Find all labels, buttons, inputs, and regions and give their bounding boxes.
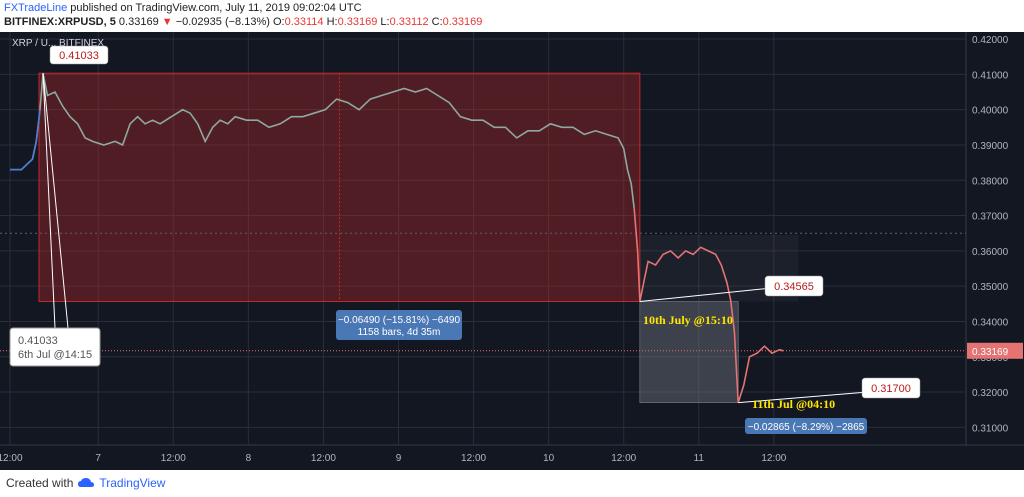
y-tick-label: 0.41000 xyxy=(972,70,1009,81)
y-tick-label: 0.31000 xyxy=(972,423,1009,434)
chart-title: XRP / U... BITFINEX xyxy=(12,38,104,49)
price-series-1 xyxy=(10,73,635,209)
second-drop-box xyxy=(639,301,739,403)
high-callout-box xyxy=(49,45,109,65)
range1-label-box xyxy=(336,310,462,340)
high-pointer-line-2 xyxy=(42,73,56,329)
high-pointer-line xyxy=(42,73,69,329)
created-with-text: Created with xyxy=(6,476,74,490)
publish-line: FXTradeLine published on TradingView.com… xyxy=(4,2,362,14)
ohlc-line: BITFINEX:XRPUSD, 5 0.33169 ▼ −0.02935 (−… xyxy=(4,16,482,28)
range1-change: −0.06490 (−15.81%) −6490 xyxy=(338,315,460,326)
x-tick-label: 12:00 xyxy=(311,453,336,464)
high-note-date: 6th Jul @14:15 xyxy=(18,349,92,361)
close-value: 0.33169 xyxy=(442,16,483,28)
price-change: −0.02935 (−8.13%) xyxy=(175,16,270,28)
drop-range-box xyxy=(38,72,641,303)
low-value: 0.33112 xyxy=(389,16,429,28)
price-chart[interactable]: 0.42000 0.41000 0.40000 0.39000 0.38000 0.370… xyxy=(0,32,1024,470)
price-series-2 xyxy=(633,208,784,403)
high-label: H: xyxy=(326,16,338,28)
low-pointer-line xyxy=(738,391,869,404)
close-label: C: xyxy=(431,16,443,28)
open-value: 0.33114 xyxy=(284,16,324,28)
x-tick-label: 12:00 xyxy=(611,453,636,464)
y-tick-label: 0.36000 xyxy=(972,247,1009,258)
x-tick-label: 11 xyxy=(694,453,705,464)
tradingview-brand[interactable]: TradingView xyxy=(99,476,166,490)
low-label: L: xyxy=(380,16,390,28)
author-link[interactable]: FXTradeLine xyxy=(4,2,68,14)
y-tick-label: 0.42000 xyxy=(972,35,1009,46)
price-axis-bg xyxy=(966,32,1024,445)
down-arrow-icon: ▼ xyxy=(161,16,173,28)
mid-pointer-line xyxy=(639,287,773,303)
x-tick-label: 7 xyxy=(95,453,101,464)
mid-date-label: 10th July @15:10 xyxy=(643,313,733,327)
y-tick-label: 0.35000 xyxy=(972,282,1009,293)
y-tick-label: 0.40000 xyxy=(972,106,1009,117)
mid-callout-box xyxy=(764,275,824,297)
high-note-value: 0.41033 xyxy=(18,335,58,347)
y-tick-label: 0.32000 xyxy=(972,388,1009,399)
last-price: 0.33169 xyxy=(118,16,159,28)
low-date-label: 11th Jul @04:10 xyxy=(752,397,835,411)
x-tick-label: 10 xyxy=(543,453,555,464)
x-tick-label: 12:00 xyxy=(461,453,486,464)
y-tick-label: 0.37000 xyxy=(972,212,1009,223)
current-price-tag xyxy=(967,342,1023,359)
range1-bars: 1158 bars, 4d 35m xyxy=(358,327,441,338)
x-tick-label: 9 xyxy=(396,453,402,464)
x-tick-label: 8 xyxy=(246,453,252,464)
y-tick-label: 0.38000 xyxy=(972,176,1009,187)
x-tick-label: 12:00 xyxy=(761,453,786,464)
high-callout-text: 0.41033 xyxy=(59,50,99,62)
low-callout-box xyxy=(861,377,921,399)
publish-info: published on TradingView.com, July 11, 2… xyxy=(70,2,362,14)
x-tick-label: 12:00 xyxy=(161,453,186,464)
mid-callout-text: 0.34565 xyxy=(774,281,814,293)
symbol-label: BITFINEX:XRPUSD, 5 xyxy=(4,16,116,28)
tradingview-cloud-icon xyxy=(78,478,95,487)
high-note-box xyxy=(9,327,101,367)
low-callout-text: 0.31700 xyxy=(871,383,911,395)
open-label: O: xyxy=(272,16,285,28)
high-value: 0.33169 xyxy=(337,16,378,28)
range2-label-box xyxy=(745,418,867,434)
pre-breakout-line xyxy=(10,109,41,171)
current-price-tag-text: 0.33169 xyxy=(972,347,1009,358)
range2-change: −0.02865 (−8.29%) −2865 xyxy=(748,422,865,433)
x-tick-label: 12:00 xyxy=(0,453,23,464)
y-tick-label: 0.39000 xyxy=(972,141,1009,152)
footer: Created with TradingView xyxy=(6,476,165,490)
y-tick-label: 0.34000 xyxy=(972,317,1009,328)
